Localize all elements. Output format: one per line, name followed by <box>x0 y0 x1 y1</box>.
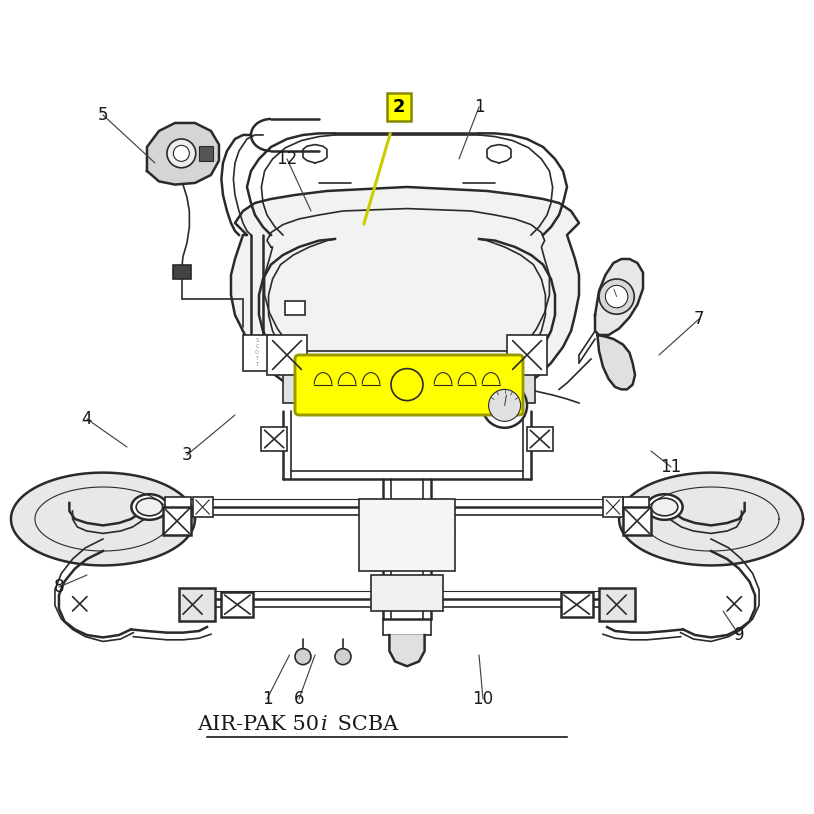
Polygon shape <box>597 335 635 389</box>
Bar <box>507 335 547 375</box>
Bar <box>199 147 213 160</box>
Polygon shape <box>619 473 803 566</box>
Ellipse shape <box>646 494 683 520</box>
Bar <box>623 507 651 535</box>
Circle shape <box>335 649 351 665</box>
Bar <box>179 588 215 621</box>
Text: 11: 11 <box>660 458 681 476</box>
Text: S
C
O
T
T: S C O T T <box>255 339 259 366</box>
Text: 1: 1 <box>261 690 273 708</box>
Bar <box>599 588 635 621</box>
Bar <box>371 575 443 611</box>
Circle shape <box>295 649 311 665</box>
Text: SCBA: SCBA <box>331 716 398 734</box>
Circle shape <box>167 139 196 168</box>
Text: 8: 8 <box>54 578 64 596</box>
Text: i: i <box>321 716 327 734</box>
Text: 2: 2 <box>392 98 405 116</box>
Polygon shape <box>389 635 425 666</box>
Bar <box>221 592 253 618</box>
Text: 9: 9 <box>733 626 744 644</box>
Text: 6: 6 <box>294 690 304 708</box>
Bar <box>261 427 287 451</box>
Text: 12: 12 <box>277 150 298 168</box>
Text: 10: 10 <box>472 690 493 708</box>
Circle shape <box>606 286 628 308</box>
Ellipse shape <box>131 494 168 520</box>
Bar <box>603 497 623 518</box>
Bar <box>527 427 553 451</box>
Circle shape <box>482 383 527 428</box>
Text: 5: 5 <box>98 106 108 124</box>
Text: 1: 1 <box>474 98 484 116</box>
Bar <box>283 371 303 403</box>
Bar <box>623 497 649 518</box>
Bar <box>165 497 191 518</box>
Polygon shape <box>11 473 195 566</box>
Ellipse shape <box>136 498 163 516</box>
Bar <box>243 335 271 371</box>
Text: 4: 4 <box>81 410 92 428</box>
Bar <box>286 300 305 315</box>
Circle shape <box>173 146 190 161</box>
Bar <box>561 592 593 618</box>
Polygon shape <box>147 123 219 185</box>
Bar <box>359 499 455 571</box>
Bar <box>267 335 307 375</box>
Circle shape <box>599 279 634 314</box>
Bar <box>193 497 212 518</box>
Text: AIR-PAK 50: AIR-PAK 50 <box>197 716 319 734</box>
Text: 3: 3 <box>182 446 192 464</box>
Ellipse shape <box>651 498 678 516</box>
Polygon shape <box>231 187 579 400</box>
Bar <box>163 507 191 535</box>
Circle shape <box>488 389 521 422</box>
FancyBboxPatch shape <box>295 355 523 415</box>
Bar <box>173 265 191 279</box>
Bar <box>515 371 535 403</box>
Text: 7: 7 <box>694 310 704 328</box>
Polygon shape <box>595 259 643 335</box>
